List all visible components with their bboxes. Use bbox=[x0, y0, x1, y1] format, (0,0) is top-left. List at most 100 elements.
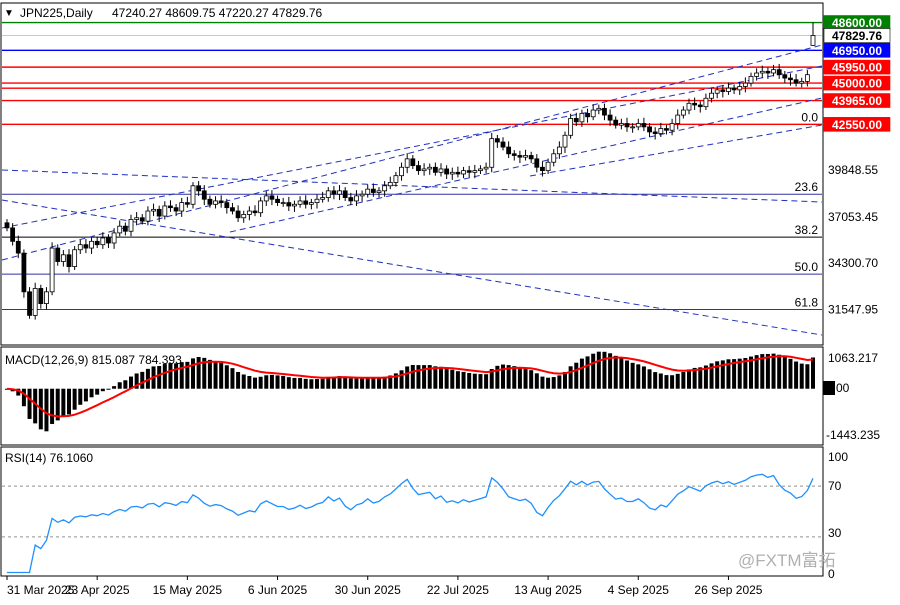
candle-bull bbox=[635, 123, 641, 128]
candle-bull bbox=[134, 217, 140, 220]
macd-bar bbox=[179, 362, 184, 389]
macd-bar bbox=[258, 376, 263, 389]
macd-bar bbox=[529, 370, 534, 389]
price-axis-label-3: 31547.95 bbox=[828, 303, 878, 317]
candle-bear bbox=[156, 208, 162, 217]
candle-bull bbox=[568, 118, 574, 136]
macd-bar bbox=[191, 358, 195, 389]
candle-bear bbox=[517, 155, 523, 158]
candle-bull bbox=[117, 225, 123, 234]
price-badge-6 bbox=[823, 117, 891, 132]
macd-bar bbox=[348, 378, 353, 389]
candle-bear bbox=[765, 70, 771, 74]
candle-bear bbox=[331, 190, 337, 195]
candle-bear bbox=[218, 200, 224, 204]
macd-bar bbox=[281, 375, 286, 389]
candle-bull bbox=[427, 166, 433, 170]
macd-bar bbox=[523, 368, 528, 389]
macd-bar bbox=[692, 367, 697, 389]
macd-bar bbox=[269, 374, 274, 389]
candle-bull bbox=[258, 200, 264, 214]
candle-bull bbox=[709, 92, 714, 99]
macd-bar bbox=[653, 372, 658, 389]
candle-bull bbox=[263, 195, 269, 202]
price-badge-label-0: 48600.00 bbox=[832, 16, 882, 30]
macd-bar bbox=[788, 358, 793, 389]
candle-bear bbox=[139, 217, 145, 222]
macd-panel-frame bbox=[0, 346, 824, 446]
candle-bull bbox=[771, 69, 776, 74]
macd-bar bbox=[754, 355, 759, 389]
candle-bull bbox=[128, 219, 134, 232]
macd-bar bbox=[551, 377, 556, 389]
price-badge-2 bbox=[823, 42, 891, 58]
macd-bar bbox=[675, 373, 680, 389]
macd-bar bbox=[286, 377, 291, 389]
candle-bull bbox=[742, 82, 748, 87]
macd-bar bbox=[33, 388, 38, 424]
candle-bear bbox=[184, 202, 190, 205]
macd-bar bbox=[625, 360, 629, 389]
candle-bull bbox=[49, 247, 55, 293]
candle-bull bbox=[545, 161, 551, 172]
candle-bull bbox=[703, 97, 709, 108]
x-label-2: 15 May 2025 bbox=[153, 583, 223, 597]
candle-bull bbox=[489, 138, 495, 168]
macd-bar bbox=[27, 388, 32, 419]
candle-bull bbox=[77, 244, 83, 251]
macd-signal-line bbox=[6, 355, 814, 418]
macd-bar bbox=[196, 356, 201, 389]
macd-bar bbox=[230, 368, 235, 389]
macd-bar bbox=[129, 376, 133, 389]
macd-bar bbox=[253, 377, 257, 389]
candle-bull bbox=[292, 203, 297, 207]
price-badge-label-1: 47829.76 bbox=[832, 29, 882, 43]
macd-bar bbox=[275, 375, 280, 389]
candle-bear bbox=[540, 166, 545, 172]
candle-bull bbox=[759, 70, 765, 74]
candle-bull bbox=[630, 126, 636, 129]
macd-bar bbox=[89, 388, 94, 398]
candle-bear bbox=[348, 197, 354, 202]
macd-bar bbox=[720, 360, 725, 389]
candle-bull bbox=[596, 107, 602, 111]
macd-bar bbox=[737, 358, 742, 389]
ohlc-values: 47240.27 48609.75 47220.27 47829.76 bbox=[112, 6, 323, 20]
macd-bar bbox=[100, 388, 105, 392]
candle-bear bbox=[455, 171, 461, 175]
macd-bar bbox=[687, 369, 691, 389]
candle-bear bbox=[652, 131, 658, 135]
macd-bar bbox=[106, 388, 111, 390]
macd-bar bbox=[602, 351, 607, 389]
macd-bar bbox=[472, 373, 477, 389]
macd-bar bbox=[782, 356, 787, 389]
candle-bear bbox=[4, 222, 10, 229]
candle-bear bbox=[55, 247, 61, 262]
candle-bear bbox=[776, 69, 782, 76]
candle-bull bbox=[246, 210, 252, 215]
macd-bar bbox=[557, 375, 562, 389]
menu-icon[interactable]: ▼ bbox=[4, 8, 14, 19]
candle-bear bbox=[201, 190, 207, 200]
x-label-1: 23 Apr 2025 bbox=[65, 583, 130, 597]
macd-bar bbox=[241, 374, 246, 389]
macd-bar bbox=[21, 388, 26, 407]
candle-bear bbox=[494, 138, 500, 143]
candle-bull bbox=[393, 175, 399, 183]
candle-bull bbox=[162, 205, 168, 217]
macd-bar bbox=[61, 388, 66, 416]
macd-zero-badge bbox=[823, 381, 835, 395]
macd-bar bbox=[630, 362, 635, 389]
candle-bear bbox=[692, 102, 698, 106]
price-badge-label-4: 45000.00 bbox=[832, 77, 882, 91]
candle-bear bbox=[252, 210, 258, 214]
candle-bear bbox=[641, 123, 647, 128]
macd-bar bbox=[44, 388, 49, 432]
macd-bar bbox=[596, 351, 601, 389]
trend-line-5 bbox=[1, 199, 823, 336]
candle-bull bbox=[562, 134, 568, 148]
macd-bar bbox=[343, 376, 348, 389]
macd-bar bbox=[534, 373, 539, 389]
macd-bar bbox=[484, 374, 489, 389]
macd-bar bbox=[315, 379, 319, 389]
